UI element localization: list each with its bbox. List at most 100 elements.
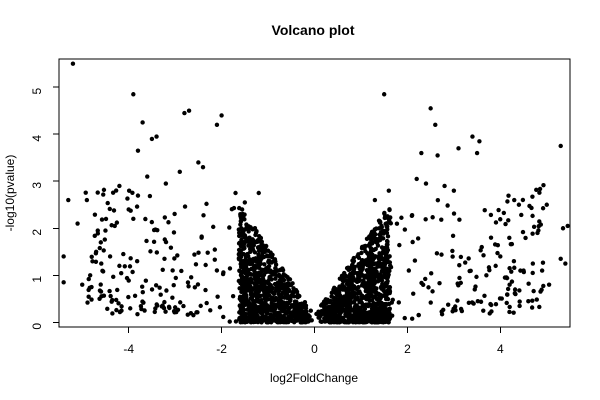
data-point-637 [415, 236, 421, 241]
data-point-1458 [192, 252, 197, 257]
data-point-1768 [380, 293, 385, 299]
data-point-736 [86, 287, 91, 293]
data-point-1781 [185, 312, 190, 317]
data-point-1860 [527, 203, 532, 209]
data-point-1397 [237, 205, 242, 211]
data-point-1782 [162, 215, 168, 220]
data-point-10 [381, 92, 387, 97]
data-point-1898 [370, 287, 376, 292]
data-point-1669 [294, 317, 300, 323]
data-point-68 [484, 273, 489, 278]
data-point-6 [186, 108, 192, 113]
data-point-1953 [268, 268, 273, 273]
data-point-2156 [359, 244, 365, 250]
data-point-2175 [95, 231, 101, 236]
data-point-2173 [287, 305, 293, 311]
data-point-1888 [171, 309, 177, 314]
data-point-1538 [367, 274, 372, 279]
data-point-46 [386, 188, 392, 193]
data-point-2141 [162, 237, 167, 242]
data-point-37 [196, 160, 201, 165]
data-point-2030 [268, 275, 273, 280]
data-point-1073 [105, 200, 110, 206]
data-point-1029 [153, 283, 159, 288]
data-point-1131 [394, 221, 400, 226]
data-point-1553 [148, 249, 153, 254]
data-point-44 [256, 190, 261, 196]
data-point-2220 [281, 319, 287, 325]
data-point-1461 [89, 297, 94, 302]
data-point-1647 [132, 293, 138, 299]
data-point-1465 [252, 268, 257, 274]
data-point-714 [350, 262, 355, 268]
data-point-1887 [355, 263, 361, 268]
data-point-619 [290, 281, 295, 286]
data-point-15 [558, 143, 563, 149]
data-point-1847 [508, 241, 514, 247]
data-point-1043 [134, 259, 140, 264]
data-point-1870 [388, 265, 394, 270]
data-point-2002 [531, 224, 537, 230]
data-point-1357 [102, 237, 108, 242]
data-point-39 [177, 169, 182, 175]
data-point-2140 [251, 292, 256, 298]
data-point-1065 [538, 289, 543, 294]
data-point-2157 [258, 310, 264, 315]
data-point-1904 [475, 299, 481, 304]
data-point-2059 [212, 247, 218, 252]
data-point-1945 [377, 220, 383, 225]
data-point-1239 [272, 257, 278, 262]
data-point-2151 [262, 303, 267, 308]
data-point-2241 [351, 266, 357, 272]
data-point-904 [245, 251, 250, 257]
data-point-2249 [517, 303, 522, 309]
data-point-2078 [386, 315, 391, 321]
data-point-1998 [262, 296, 267, 301]
data-point-755 [489, 309, 494, 314]
data-point-2169 [255, 276, 260, 281]
data-point-1599 [336, 289, 342, 294]
data-point-1590 [110, 190, 116, 195]
data-point-2243 [243, 314, 248, 319]
data-point-1758 [194, 310, 199, 315]
data-point-1937 [363, 258, 369, 263]
data-point-9 [135, 148, 141, 153]
data-point-1940 [378, 309, 383, 315]
data-point-1963 [420, 282, 426, 287]
data-point-2044 [164, 288, 169, 293]
data-point-1542 [257, 287, 262, 293]
data-point-1993 [410, 239, 415, 245]
data-point-174 [426, 285, 431, 290]
data-point-55 [103, 228, 108, 233]
data-point-1976 [220, 271, 226, 277]
data-point-228 [428, 300, 433, 305]
data-point-451 [488, 301, 493, 307]
y-axis: 0 1 2 3 4 5 [30, 86, 59, 330]
data-point-2170 [251, 256, 256, 262]
x-tick-label-3: 2 [404, 342, 411, 356]
data-point-2102 [199, 235, 204, 240]
data-point-774 [481, 253, 486, 258]
data-point-241 [382, 210, 387, 216]
data-point-2264 [292, 313, 298, 318]
data-point-2022 [363, 302, 368, 308]
data-point-33 [563, 261, 568, 266]
data-point-2132 [375, 297, 381, 302]
data-point-588 [214, 268, 220, 273]
data-point-1970 [276, 319, 281, 324]
data-point-1128 [97, 245, 102, 251]
data-point-2026 [249, 246, 255, 251]
data-point-280 [412, 258, 418, 263]
data-point-1108 [208, 308, 213, 313]
data-point-953 [450, 254, 455, 259]
data-point-1977 [276, 287, 282, 292]
data-point-2050 [272, 298, 277, 303]
data-point-2233 [283, 305, 288, 310]
data-point-1821 [245, 268, 251, 274]
data-point-1377 [506, 193, 511, 198]
data-point-1529 [319, 319, 324, 325]
data-point-2229 [383, 221, 388, 227]
data-point-2154 [450, 309, 455, 314]
data-point-1911 [239, 294, 244, 300]
